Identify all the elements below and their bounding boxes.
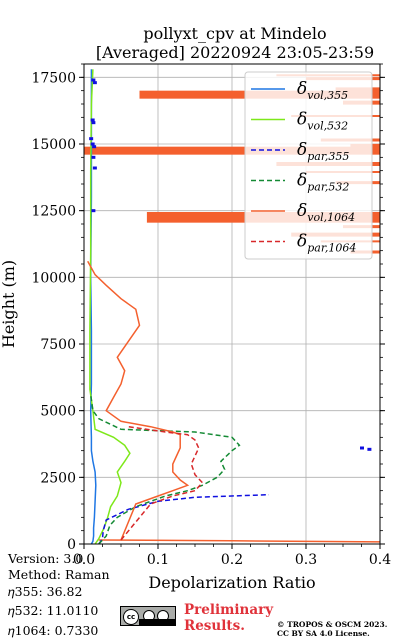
legend-entry: δvol,355: [297, 79, 348, 102]
par355-point: [367, 447, 372, 451]
par355-point: [91, 78, 96, 82]
copyright-line1: © TROPOS & OSCM 2023.: [277, 620, 388, 629]
par355-point: [360, 446, 364, 450]
series-line: [89, 69, 131, 545]
preliminary-line1: Preliminary: [184, 602, 274, 618]
series-line: [87, 260, 190, 541]
par355-point: [92, 166, 97, 170]
y-tick-label: 12500: [31, 204, 76, 220]
legend-entry: δpar,1064: [297, 232, 356, 255]
par355-point: [90, 142, 95, 146]
par355-point: [91, 121, 96, 125]
version-text: Version: 3.0: [8, 551, 84, 566]
legend-entry: δvol,1064: [297, 201, 355, 224]
eta1064-text: 𝜂1064: 0.7330: [8, 623, 99, 638]
copyright-note: © TROPOS & OSCM 2023. CC BY SA 4.0 Licen…: [277, 620, 387, 638]
eta532-text: 𝜂532: 11.0110: [8, 603, 99, 618]
par355-point: [92, 145, 97, 149]
legend-entry: δpar,532: [297, 171, 349, 194]
series-line: [89, 394, 241, 545]
y-tick-label: 0: [67, 537, 76, 553]
y-tick-label: 15000: [31, 137, 76, 153]
series-line: [89, 69, 97, 545]
y-tick-label: 10000: [31, 270, 76, 286]
par355-point: [92, 81, 97, 85]
method-text: Method: Raman: [8, 567, 110, 582]
chart-subtitle: [Averaged] 20220924 23:05-23:59: [95, 43, 375, 62]
y-axis-label: Height (m): [0, 260, 18, 348]
preliminary-note: Preliminary Results.: [184, 602, 273, 634]
par355-point: [91, 209, 96, 213]
par355-point: [89, 137, 94, 141]
chart-title: pollyxt_cpv at Mindelo: [143, 24, 327, 43]
x-axis-label: Depolarization Ratio: [148, 573, 315, 592]
y-tick-label: 17500: [31, 70, 76, 86]
x-tick-label: 0.3: [295, 552, 317, 568]
license-band: [139, 619, 175, 625]
par355-point: [91, 155, 96, 159]
eta355-text: 𝜂355: 36.82: [8, 584, 83, 599]
legend-entry: δpar,355: [297, 140, 349, 163]
y-tick-label: 2500: [40, 470, 76, 486]
x-tick-label: 0.4: [369, 552, 391, 568]
cc-icon: cc: [123, 609, 139, 625]
x-tick-label: 0.2: [221, 552, 243, 568]
x-tick-label: 0.0: [73, 552, 95, 568]
par355-point: [90, 118, 95, 122]
y-tick-label: 7500: [40, 337, 76, 353]
series-line: [120, 425, 204, 541]
x-tick-label: 0.1: [147, 552, 169, 568]
cc-license-badge: cc: [120, 606, 176, 626]
copyright-line2: CC BY SA 4.0 License.: [277, 629, 370, 638]
legend-entry: δvol,532: [297, 110, 348, 133]
preliminary-line2: Results.: [184, 618, 245, 634]
surface-spike: [98, 539, 381, 543]
y-tick-label: 5000: [40, 404, 76, 420]
noisy-layer-block: [84, 146, 380, 155]
